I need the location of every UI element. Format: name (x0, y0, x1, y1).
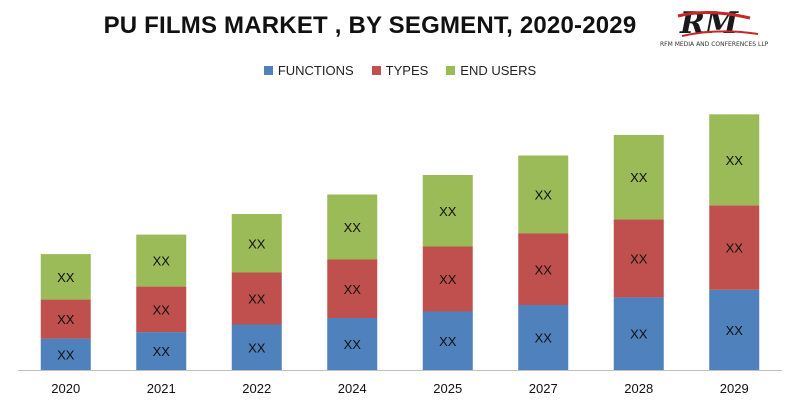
bar-data-label: XX (535, 262, 553, 277)
bar-data-label: XX (726, 241, 744, 256)
bar-data-label: XX (726, 153, 744, 168)
bar-segment-functions-2027 (518, 305, 569, 370)
x-tick-label: 2024 (338, 381, 367, 396)
bar-segment-functions-2028 (613, 297, 664, 370)
bar-segment-end-users-2027 (518, 155, 569, 234)
x-tick-label: 2021 (147, 381, 176, 396)
bar-data-label: XX (344, 337, 362, 352)
bar-segment-end-users-2025 (422, 175, 473, 247)
bar-segment-types-2028 (613, 219, 664, 298)
bar-segment-types-2029 (709, 205, 760, 290)
bar-data-label: XX (248, 292, 266, 307)
legend-swatch (263, 66, 273, 75)
legend-swatch (371, 66, 381, 75)
bar-segment-types-2022 (231, 272, 282, 325)
bar-data-label: XX (630, 327, 648, 342)
bar-segment-functions-2021 (136, 332, 187, 370)
bar-data-label: XX (57, 270, 75, 285)
bar-data-label: XX (344, 282, 362, 297)
bar-data-label: XX (344, 220, 362, 235)
bar-data-label: XX (439, 204, 457, 219)
legend-item-types: TYPES (371, 63, 429, 78)
bar-data-label: XX (439, 272, 457, 287)
bar-segment-functions-2029 (709, 289, 760, 370)
bar-data-label: XX (57, 312, 75, 327)
legend-label: TYPES (385, 63, 429, 78)
bar-data-label: XX (153, 344, 171, 359)
bar-segment-types-2021 (136, 286, 187, 333)
legend-item-end-users: END USERS (446, 63, 536, 78)
bar-segment-end-users-2022 (231, 214, 282, 273)
bar-data-label: XX (535, 188, 553, 203)
legend-label: FUNCTIONS (277, 63, 354, 78)
bar-segment-types-2027 (518, 233, 569, 305)
bar-data-label: XX (726, 323, 744, 338)
bar-segment-end-users-2029 (709, 114, 760, 206)
bar-data-label: XX (535, 331, 553, 346)
bar-segment-functions-2022 (231, 324, 282, 370)
chart-title: PU FILMS MARKET , BY SEGMENT, 2020-2029 (103, 12, 637, 39)
legend-label: END USERS (460, 63, 537, 78)
bar-segment-functions-2024 (327, 318, 378, 370)
bar-segment-functions-2025 (422, 311, 473, 370)
x-tick-label: 2020 (51, 381, 80, 396)
bar-segment-end-users-2020 (40, 254, 91, 300)
bar-segment-types-2024 (327, 259, 378, 318)
bar-data-label: XX (630, 170, 648, 185)
company-logo: RM RFM MEDIA AND CONFERENCES LLP (658, 6, 786, 48)
x-tick-label: 2022 (242, 381, 271, 396)
svg-text:RFM MEDIA AND CONFERENCES LLP: RFM MEDIA AND CONFERENCES LLP (660, 41, 769, 48)
bar-data-label: XX (439, 334, 457, 349)
bar-data-label: XX (248, 236, 266, 251)
bar-segment-types-2020 (40, 299, 91, 339)
bar-data-label: XX (57, 347, 75, 362)
bar-segment-types-2025 (422, 246, 473, 312)
bar-data-label: XX (153, 254, 171, 269)
bar-data-label: XX (248, 340, 266, 355)
x-tick-label: 2029 (720, 381, 749, 396)
bar-data-label: XX (153, 302, 171, 317)
bar-segment-end-users-2021 (136, 234, 187, 287)
bar-segment-end-users-2028 (613, 134, 664, 220)
chart-legend: FUNCTIONS TYPES END USERS (0, 63, 800, 78)
x-tick-label: 2028 (624, 381, 653, 396)
bar-segment-end-users-2024 (327, 194, 378, 260)
x-tick-label: 2025 (433, 381, 462, 396)
legend-item-functions: FUNCTIONS (263, 63, 354, 78)
bar-segment-functions-2020 (40, 338, 91, 370)
legend-swatch (446, 66, 456, 75)
x-tick-label: 2027 (529, 381, 558, 396)
bar-data-label: XX (630, 251, 648, 266)
